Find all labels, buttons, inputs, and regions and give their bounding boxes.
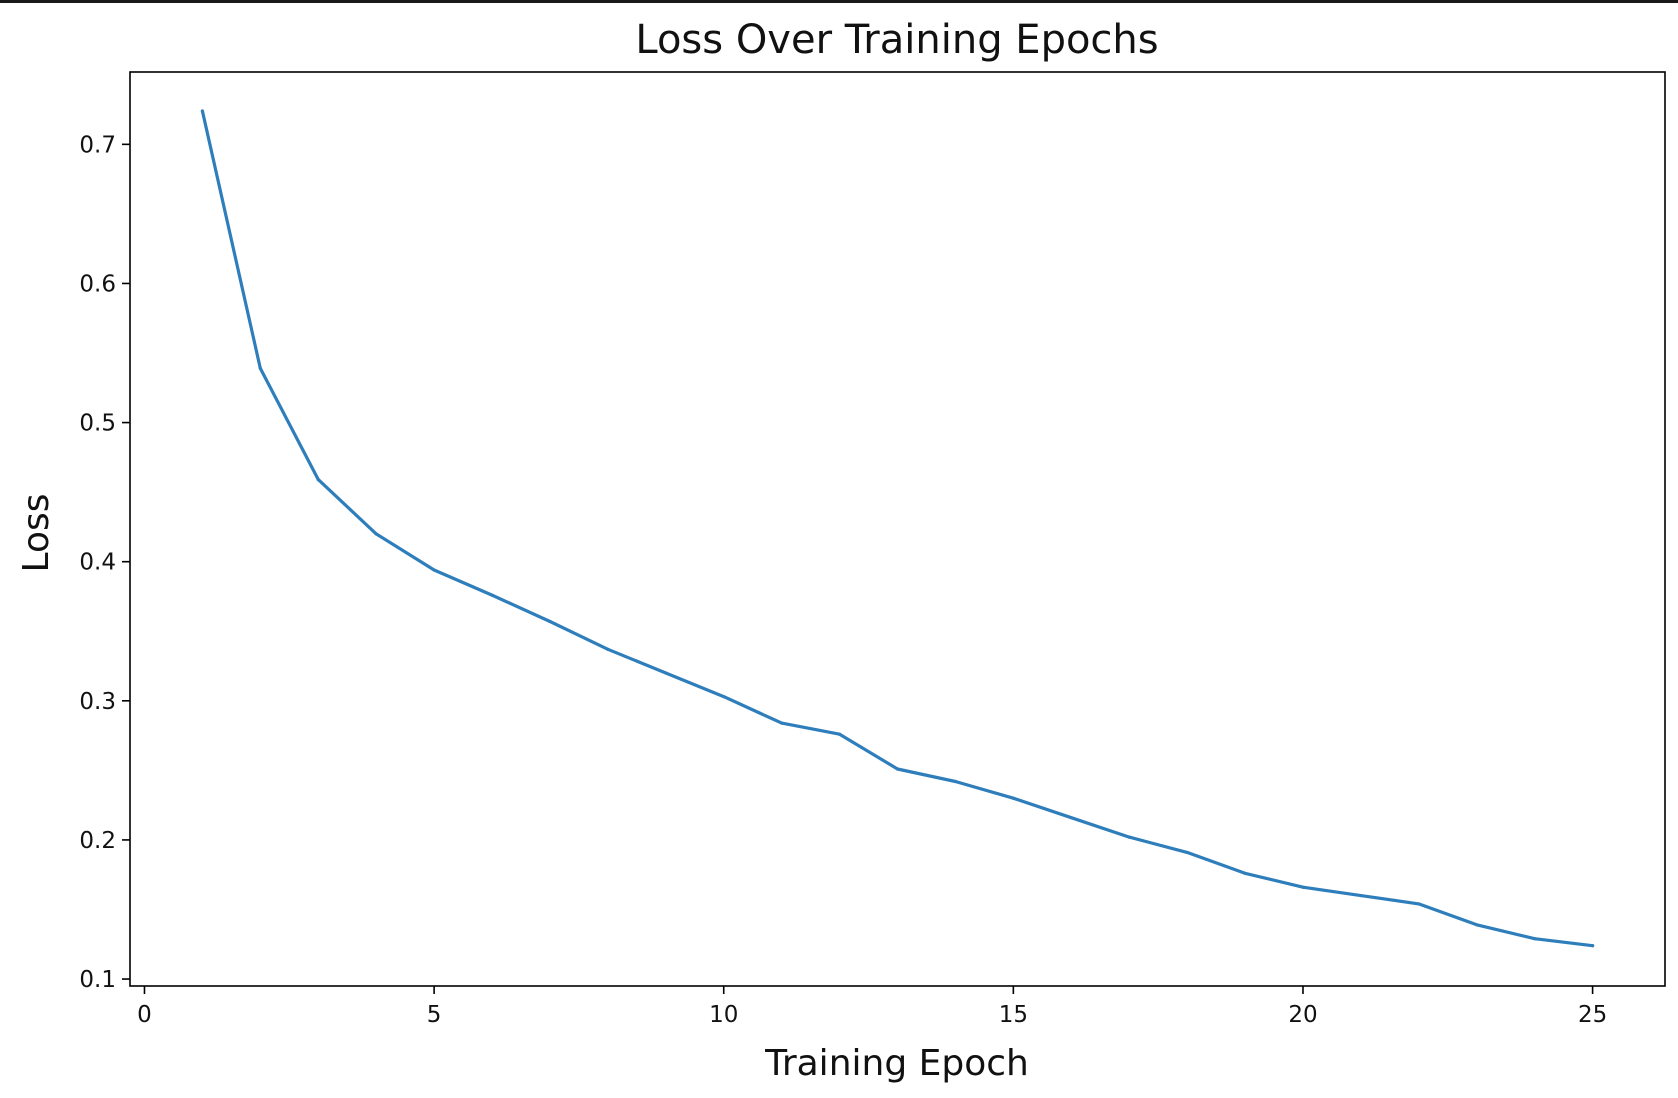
data-point	[1359, 893, 1363, 898]
x-axis-ticks: 0 5 10 15 20 25	[137, 986, 1607, 1028]
y-tick-label: 0.4	[79, 550, 116, 576]
y-tick-label: 0.3	[79, 689, 116, 715]
data-point	[1127, 835, 1131, 839]
data-point	[606, 647, 610, 651]
data-point	[548, 619, 552, 624]
data-point	[722, 695, 726, 699]
y-axis-label: Loss	[16, 494, 57, 573]
data-point	[837, 732, 842, 736]
x-tick-label: 5	[427, 1002, 442, 1028]
data-point	[374, 532, 378, 536]
data-point	[490, 593, 494, 597]
x-tick-label: 20	[1288, 1002, 1317, 1028]
series-line-loss	[200, 109, 1595, 948]
chart-title: Loss Over Training Epochs	[635, 17, 1158, 63]
data-point	[780, 721, 784, 725]
data-point	[1533, 937, 1537, 941]
x-axis-label: Training Epoch	[764, 1043, 1029, 1084]
data-point	[1417, 902, 1421, 906]
y-tick-label: 0.1	[79, 967, 116, 993]
data-point	[1301, 885, 1305, 889]
data-point	[200, 109, 205, 113]
x-tick-label: 0	[137, 1002, 152, 1028]
y-tick-label: 0.5	[79, 411, 116, 437]
x-tick-label: 15	[999, 1002, 1028, 1028]
top-border	[0, 0, 1678, 3]
data-point	[258, 366, 262, 370]
y-tick-label: 0.7	[79, 132, 116, 158]
data-point	[1590, 944, 1595, 948]
data-point	[1011, 796, 1015, 800]
data-point	[316, 478, 320, 482]
series-points	[200, 109, 1595, 948]
x-tick-label: 10	[709, 1002, 738, 1028]
y-tick-label: 0.6	[79, 271, 116, 297]
data-point	[1185, 850, 1189, 855]
data-point	[664, 671, 668, 675]
data-point	[953, 779, 958, 784]
plot-area-frame	[129, 71, 1666, 987]
data-point	[1243, 871, 1247, 875]
y-tick-label: 0.2	[79, 828, 116, 854]
y-axis-ticks: 0.1 0.2 0.3 0.4 0.5 0.6 0.7	[79, 132, 130, 993]
data-point	[432, 568, 436, 572]
data-point	[895, 767, 900, 771]
x-tick-label: 25	[1578, 1002, 1607, 1028]
data-point	[1475, 923, 1479, 927]
data-point	[1069, 816, 1073, 820]
